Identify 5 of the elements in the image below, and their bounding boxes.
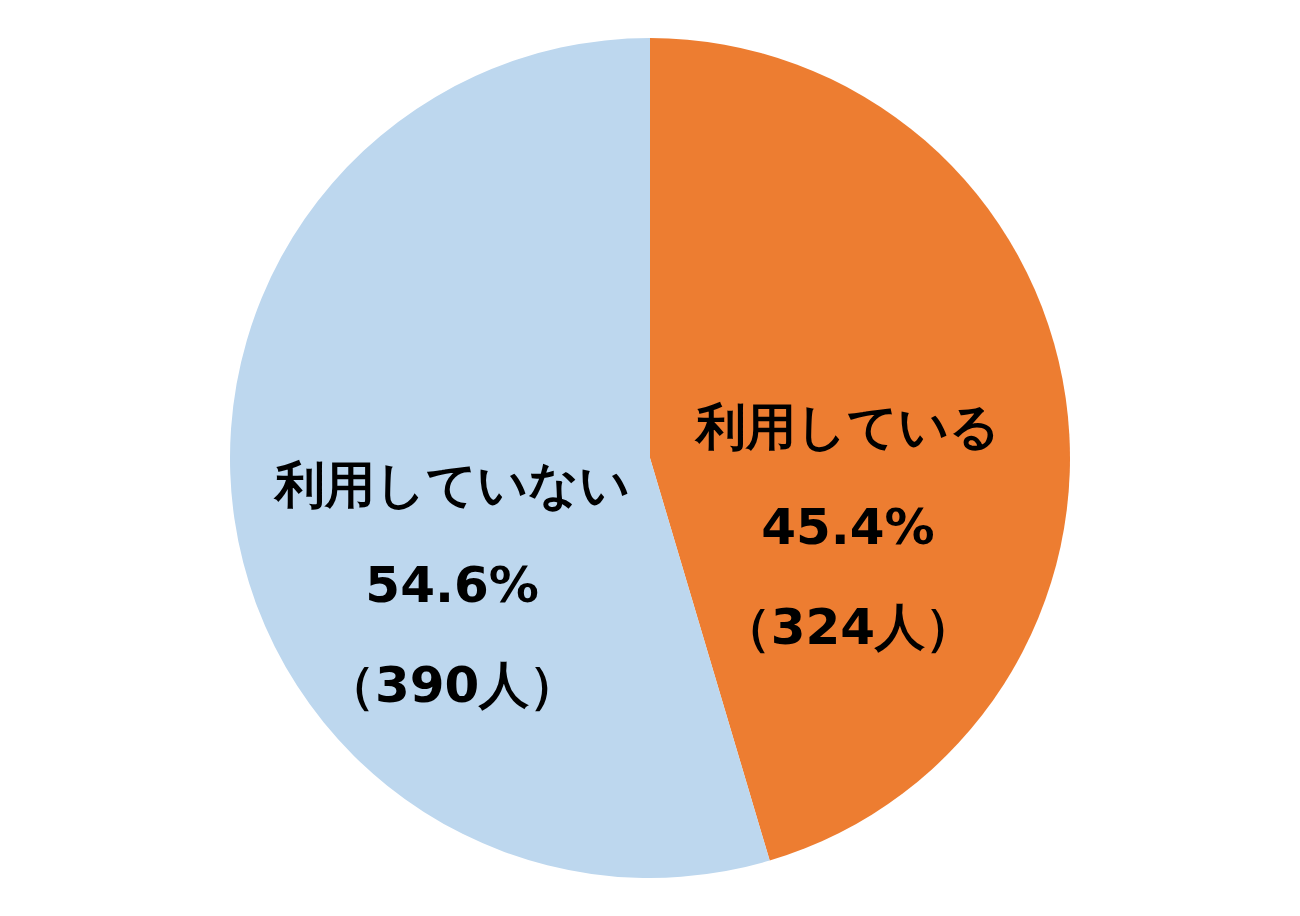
slice-label: 利用していない [272,455,630,514]
data-label: 54.6% （390人） [324,555,580,714]
pie-slice [650,38,1070,861]
slice-label: 利用している [693,398,1000,457]
data-label: 45.4% （324人） [720,498,976,657]
